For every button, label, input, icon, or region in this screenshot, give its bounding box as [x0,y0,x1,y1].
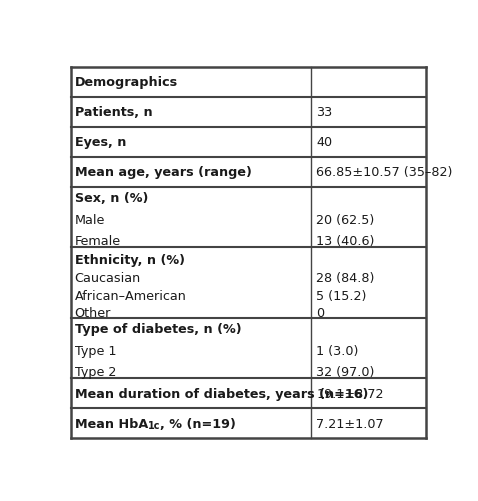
Text: 1 (3.0): 1 (3.0) [316,344,359,357]
Text: Male: Male [75,213,105,226]
Text: 19.1±8.72: 19.1±8.72 [316,387,384,400]
Text: 33: 33 [316,106,333,119]
Text: 40: 40 [316,136,333,149]
Text: 1c: 1c [148,421,160,430]
Text: Mean HbA: Mean HbA [75,417,148,430]
Text: Ethnicity, n (%): Ethnicity, n (%) [75,254,185,267]
Text: African–American: African–American [75,289,186,302]
Text: Demographics: Demographics [75,76,178,89]
Text: Mean age, years (range): Mean age, years (range) [75,166,251,179]
Text: 32 (97.0): 32 (97.0) [316,365,375,378]
Text: Eyes, n: Eyes, n [75,136,126,149]
Text: Other: Other [75,307,111,320]
Text: Caucasian: Caucasian [75,272,141,285]
Text: Sex, n (%): Sex, n (%) [75,192,148,205]
Text: Type of diabetes, n (%): Type of diabetes, n (%) [75,323,241,336]
Text: Patients, n: Patients, n [75,106,152,119]
Text: Mean duration of diabetes, years (n=16): Mean duration of diabetes, years (n=16) [75,387,368,400]
Text: Female: Female [75,234,120,247]
Text: 66.85±10.57 (35–82): 66.85±10.57 (35–82) [316,166,453,179]
Text: Type 2: Type 2 [75,365,116,378]
Text: 5 (15.2): 5 (15.2) [316,289,367,302]
Text: 20 (62.5): 20 (62.5) [316,213,375,226]
Text: 13 (40.6): 13 (40.6) [316,234,375,247]
Text: 7.21±1.07: 7.21±1.07 [316,417,384,430]
Text: Type 1: Type 1 [75,344,116,357]
Text: , % (n=19): , % (n=19) [160,417,236,430]
Text: 0: 0 [316,307,325,320]
Text: 28 (84.8): 28 (84.8) [316,272,375,285]
